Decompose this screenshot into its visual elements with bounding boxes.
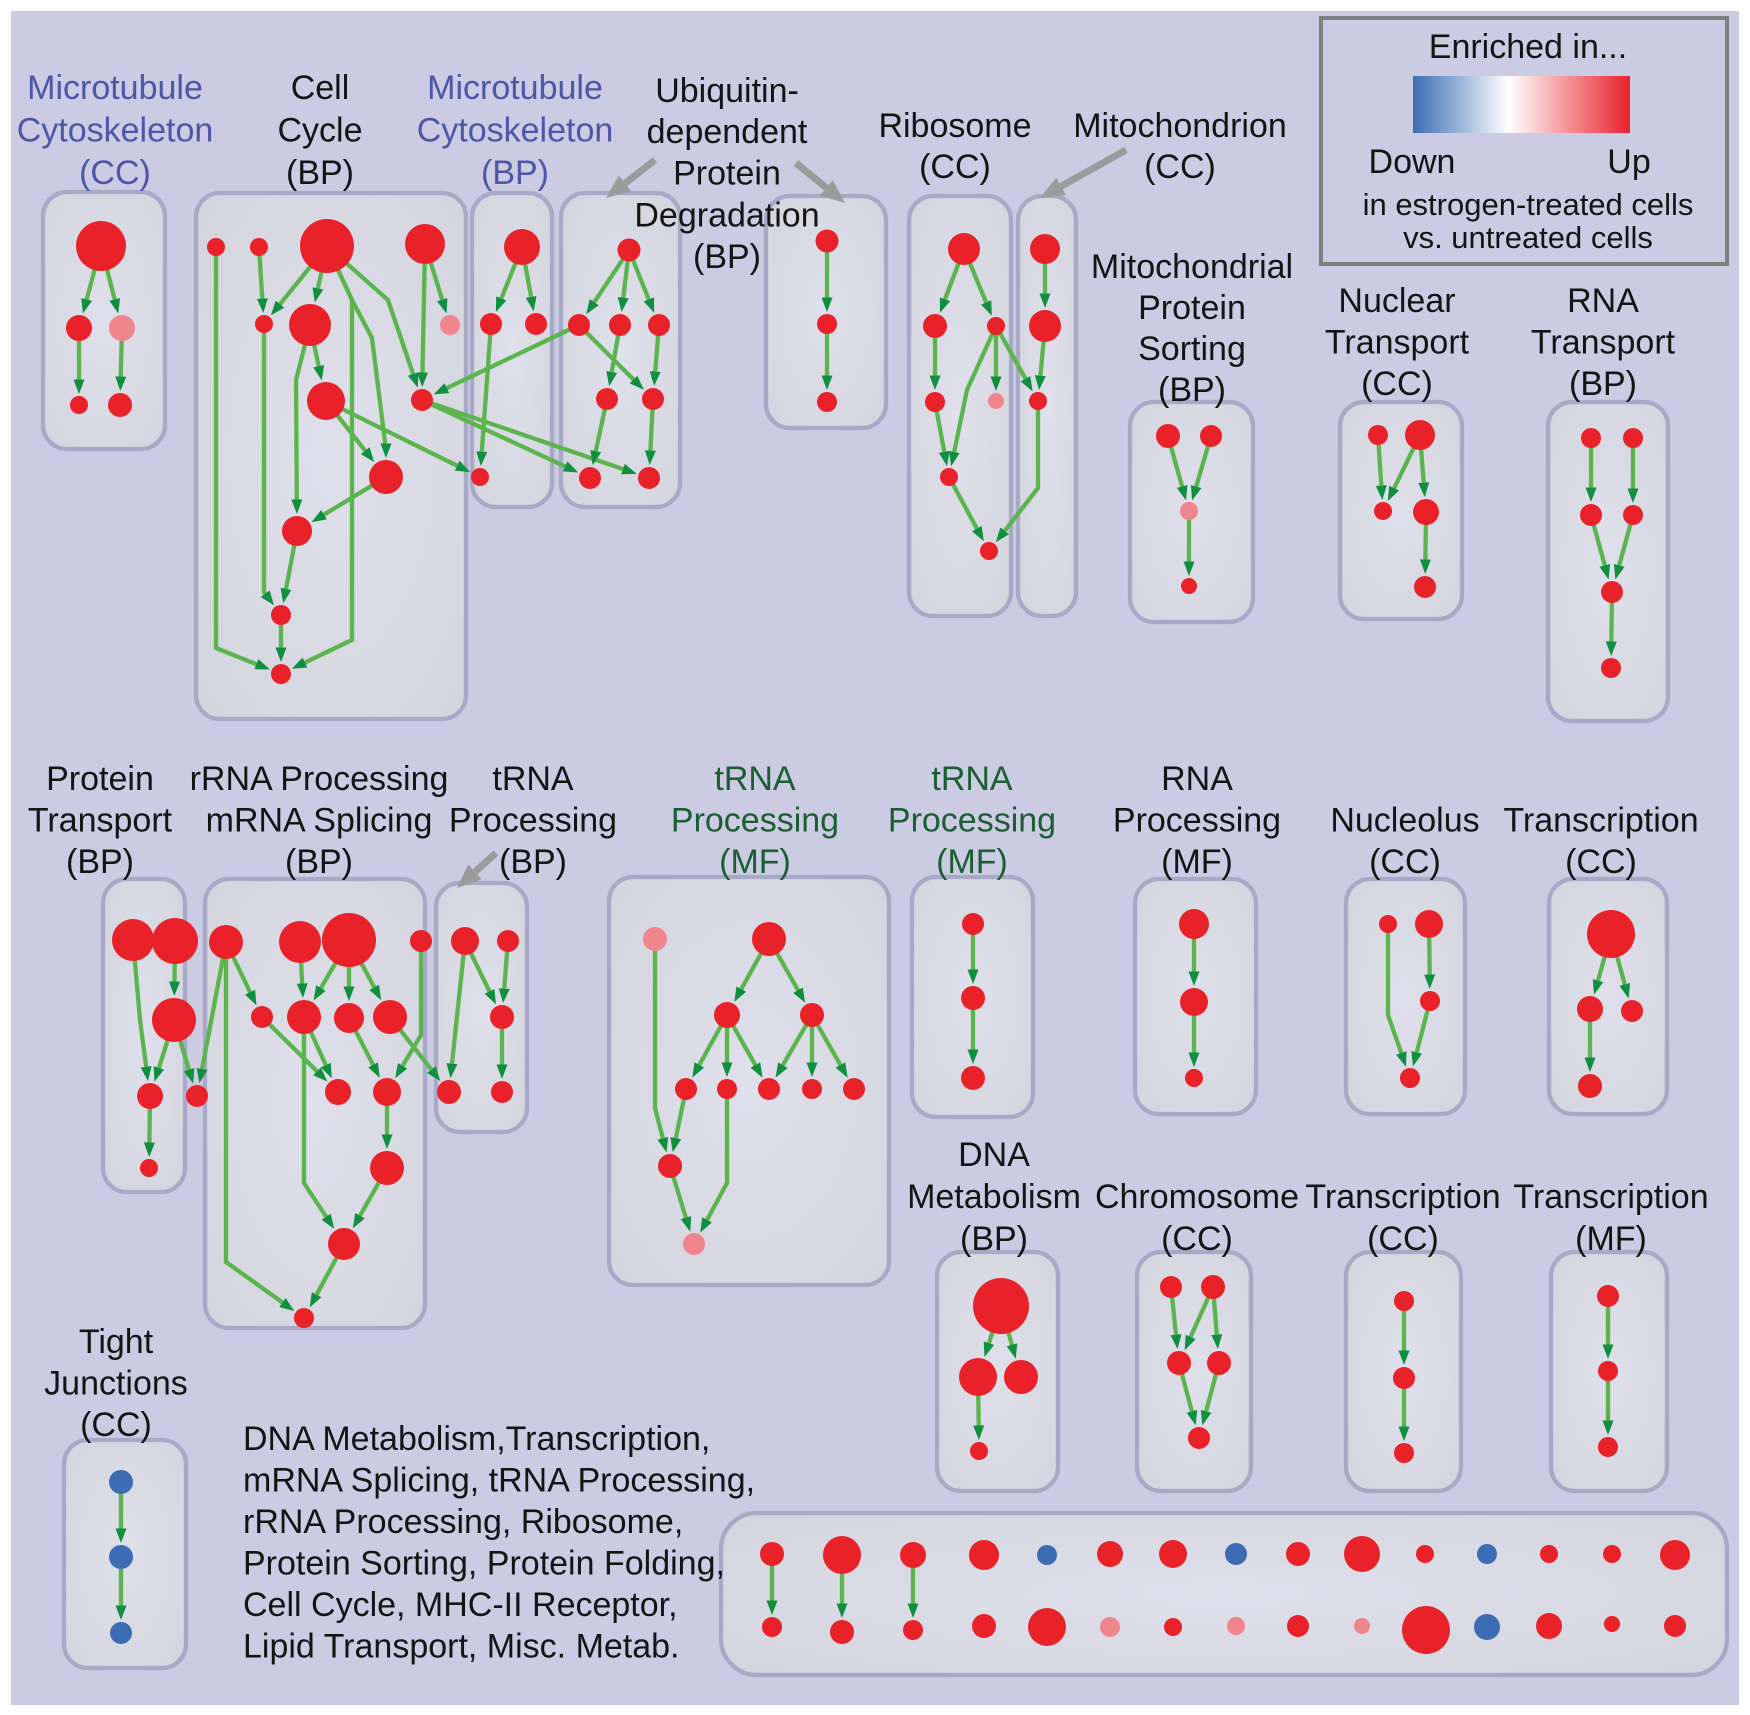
svg-text:(BP): (BP)	[960, 1220, 1028, 1258]
svg-text:(BP): (BP)	[66, 843, 134, 881]
svg-text:Sorting: Sorting	[1138, 330, 1246, 368]
svg-text:DNA: DNA	[958, 1136, 1030, 1174]
svg-text:(MF): (MF)	[1161, 843, 1233, 881]
svg-text:Cycle: Cycle	[277, 112, 362, 150]
svg-text:Processing: Processing	[888, 802, 1056, 840]
svg-text:tRNA: tRNA	[492, 760, 574, 798]
svg-text:Down: Down	[1369, 143, 1456, 181]
svg-text:Transport: Transport	[1531, 324, 1676, 362]
svg-text:(BP): (BP)	[285, 843, 353, 881]
svg-text:Ribosome: Ribosome	[878, 107, 1031, 145]
svg-text:(BP): (BP)	[499, 843, 567, 881]
svg-text:Transport: Transport	[28, 802, 173, 840]
svg-text:Protein: Protein	[1138, 289, 1246, 327]
svg-text:rRNA Processing, Ribosome,: rRNA Processing, Ribosome,	[243, 1503, 683, 1541]
svg-text:Microtubule: Microtubule	[27, 69, 203, 107]
svg-text:rRNA Processing: rRNA Processing	[190, 760, 449, 798]
svg-text:(CC): (CC)	[1565, 843, 1637, 881]
svg-text:(MF): (MF)	[936, 843, 1008, 881]
svg-text:(CC): (CC)	[79, 154, 151, 192]
svg-text:Mitochondrion: Mitochondrion	[1073, 107, 1287, 145]
svg-text:Processing: Processing	[671, 802, 839, 840]
svg-text:(BP): (BP)	[1569, 365, 1637, 403]
svg-text:Enriched in...: Enriched in...	[1429, 28, 1627, 66]
svg-text:(MF): (MF)	[1575, 1220, 1647, 1258]
svg-text:(BP): (BP)	[481, 154, 549, 192]
svg-text:(CC): (CC)	[1161, 1220, 1233, 1258]
svg-text:RNA: RNA	[1161, 760, 1233, 798]
svg-text:dependent: dependent	[647, 113, 808, 151]
svg-text:(BP): (BP)	[286, 154, 354, 192]
svg-text:(CC): (CC)	[1369, 843, 1441, 881]
svg-text:Processing: Processing	[449, 802, 617, 840]
svg-text:Protein: Protein	[46, 760, 154, 798]
svg-text:Mitochondrial: Mitochondrial	[1091, 248, 1293, 286]
svg-text:(CC): (CC)	[1144, 148, 1216, 186]
svg-text:Processing: Processing	[1113, 802, 1281, 840]
svg-text:Cytoskeleton: Cytoskeleton	[17, 112, 214, 150]
svg-text:Cytoskeleton: Cytoskeleton	[417, 112, 614, 150]
svg-text:(CC): (CC)	[1367, 1220, 1439, 1258]
svg-text:mRNA Splicing: mRNA Splicing	[206, 802, 433, 840]
svg-text:Protein Sorting, Protein Foldi: Protein Sorting, Protein Folding,	[243, 1545, 725, 1583]
svg-text:Lipid Transport, Misc. Metab.: Lipid Transport, Misc. Metab.	[243, 1628, 680, 1666]
svg-text:vs. untreated cells: vs. untreated cells	[1403, 220, 1653, 255]
svg-text:(MF): (MF)	[719, 843, 791, 881]
svg-text:Up: Up	[1607, 143, 1650, 181]
svg-text:Metabolism: Metabolism	[907, 1178, 1081, 1216]
svg-text:Junctions: Junctions	[44, 1365, 188, 1403]
svg-text:Nuclear: Nuclear	[1338, 282, 1455, 320]
svg-text:Nucleolus: Nucleolus	[1330, 802, 1479, 840]
svg-text:Protein: Protein	[673, 155, 781, 193]
svg-text:Transcription: Transcription	[1513, 1178, 1708, 1216]
svg-text:(BP): (BP)	[1158, 371, 1226, 409]
svg-text:mRNA Splicing, tRNA Processing: mRNA Splicing, tRNA Processing,	[243, 1462, 755, 1500]
svg-text:Cell: Cell	[291, 69, 350, 107]
svg-text:Chromosome: Chromosome	[1095, 1178, 1299, 1216]
svg-text:(CC): (CC)	[1361, 365, 1433, 403]
svg-text:Tight: Tight	[79, 1323, 154, 1361]
svg-text:RNA: RNA	[1567, 282, 1639, 320]
svg-text:(BP): (BP)	[693, 238, 761, 276]
svg-text:(CC): (CC)	[80, 1406, 152, 1444]
svg-text:Microtubule: Microtubule	[427, 69, 603, 107]
svg-text:(CC): (CC)	[919, 148, 991, 186]
svg-text:Transport: Transport	[1325, 324, 1470, 362]
svg-text:Ubiquitin-: Ubiquitin-	[655, 72, 799, 110]
svg-text:tRNA: tRNA	[714, 760, 796, 798]
svg-text:tRNA: tRNA	[931, 760, 1013, 798]
svg-text:Transcription: Transcription	[1503, 802, 1698, 840]
svg-text:Cell Cycle, MHC-II Receptor,: Cell Cycle, MHC-II Receptor,	[243, 1586, 678, 1624]
svg-text:in estrogen-treated cells: in estrogen-treated cells	[1363, 187, 1694, 222]
svg-text:DNA Metabolism,Transcription,: DNA Metabolism,Transcription,	[243, 1420, 710, 1458]
svg-text:Degradation: Degradation	[634, 197, 819, 235]
svg-text:Transcription: Transcription	[1305, 1178, 1500, 1216]
